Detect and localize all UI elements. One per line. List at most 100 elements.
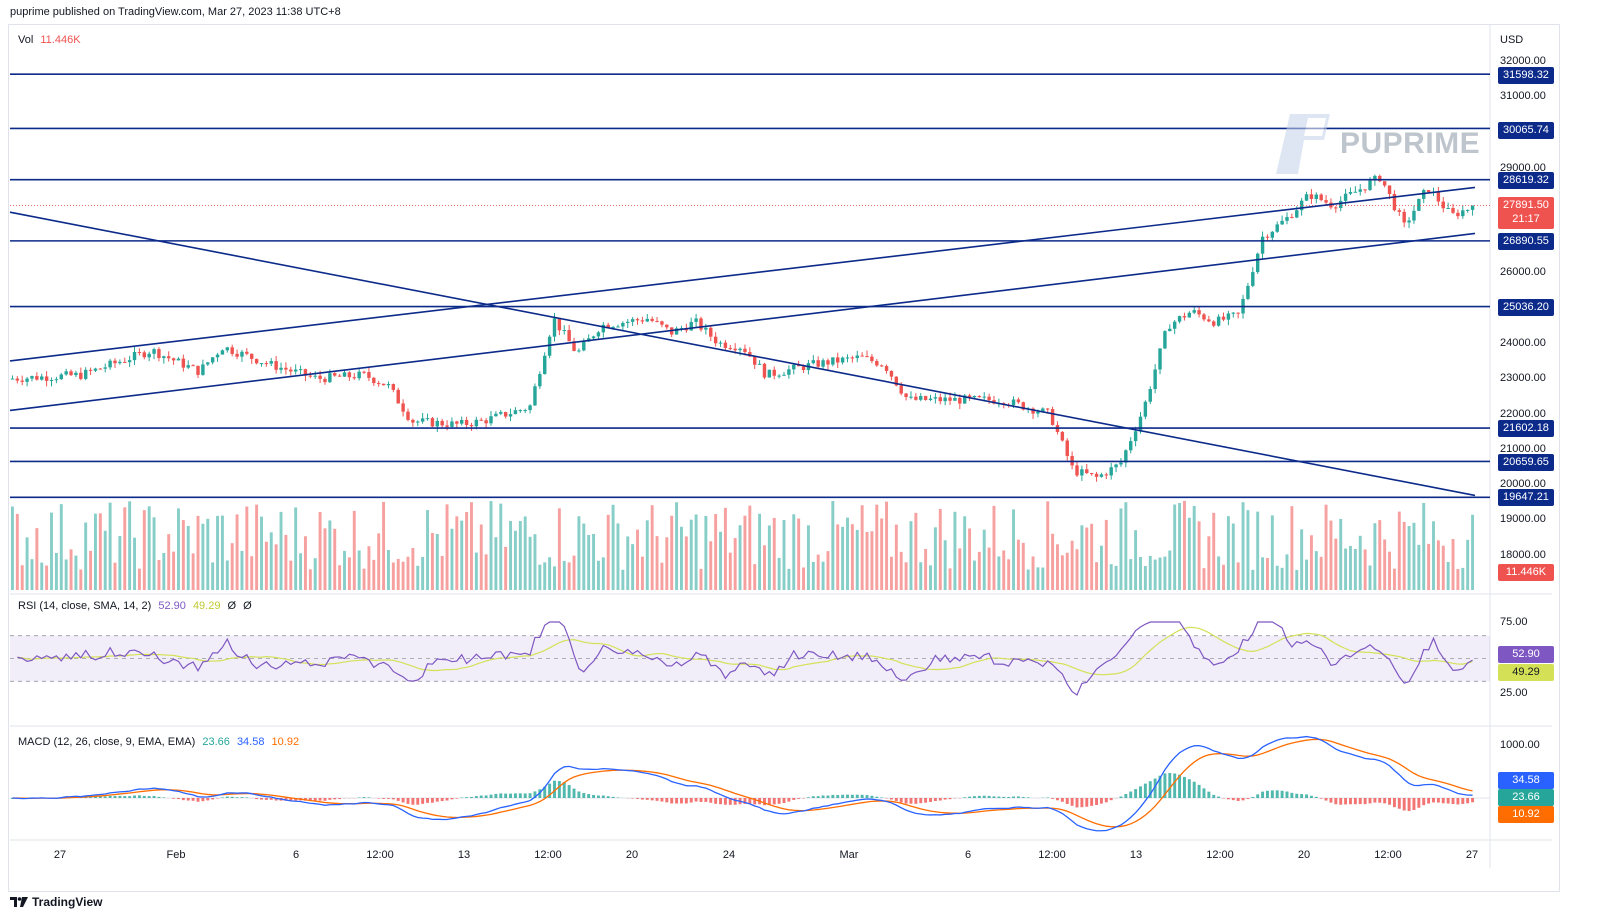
- volume-bar: [880, 518, 884, 590]
- candle-body: [601, 324, 606, 333]
- macd-histogram-bar: [709, 798, 713, 803]
- candle-body: [723, 342, 728, 348]
- candle-body: [459, 419, 464, 424]
- candle-body: [845, 357, 850, 359]
- macd-histogram-bar: [636, 798, 639, 799]
- macd-histogram-bar: [1329, 798, 1333, 803]
- volume-bar: [582, 523, 586, 590]
- volume-bar: [1441, 545, 1445, 590]
- macd-histogram-bar: [1461, 798, 1465, 804]
- candle-body: [552, 318, 557, 337]
- candle-body: [879, 365, 884, 367]
- volume-bar: [938, 508, 942, 590]
- price-tick: 26000.00: [1500, 266, 1546, 278]
- volume-bar: [484, 554, 488, 590]
- candle-body: [445, 425, 449, 427]
- rsi-extra-1: Ø: [227, 600, 237, 612]
- macd-histogram-bar: [1095, 798, 1099, 806]
- candle-body: [748, 352, 752, 357]
- candle-body: [704, 327, 708, 330]
- macd-histogram-bar: [982, 795, 986, 798]
- vol-label: Vol: [18, 34, 34, 46]
- vol-value: 11.446K: [40, 34, 81, 46]
- price-tick: 31000.00: [1500, 90, 1546, 102]
- volume-bar: [1031, 556, 1035, 590]
- candle-body: [88, 369, 93, 371]
- candle-body: [74, 372, 78, 376]
- candle-body: [1373, 175, 1377, 181]
- volume-bar: [59, 504, 63, 590]
- candle-body: [381, 383, 386, 386]
- candle-body: [640, 320, 645, 322]
- macd-histogram-bar: [1295, 793, 1299, 798]
- macd-histogram-bar: [1441, 798, 1445, 804]
- candle-body: [1456, 212, 1460, 217]
- volume-bar: [245, 506, 249, 590]
- macd-histogram-bar: [177, 798, 180, 800]
- volume-bar: [177, 508, 180, 590]
- candle-body: [103, 367, 107, 369]
- currency-label: USD: [1500, 34, 1524, 46]
- macd-histogram-bar: [601, 795, 605, 798]
- volume-bar: [518, 521, 522, 590]
- candle-body: [44, 376, 49, 381]
- volume-bar: [987, 547, 991, 590]
- volume-bar: [948, 568, 952, 590]
- volume-bar: [10, 506, 14, 590]
- macd-histogram-bar: [1060, 798, 1064, 802]
- volume-bar: [1163, 556, 1167, 590]
- macd-histogram-bar: [684, 798, 688, 804]
- macd-histogram-bar: [948, 798, 952, 800]
- candle-body: [1392, 194, 1397, 211]
- volume-bar: [421, 556, 425, 590]
- volume-bar: [1392, 568, 1396, 590]
- macd-histogram-bar: [1432, 798, 1435, 803]
- candle-body: [660, 321, 664, 325]
- candle-body: [655, 320, 659, 322]
- macd-histogram-bar: [318, 798, 322, 801]
- volume-bar: [753, 564, 757, 590]
- volume-bar: [1363, 549, 1367, 590]
- volume-bar: [675, 502, 679, 590]
- volume-bar: [162, 552, 166, 590]
- macd-histogram-bar: [255, 798, 259, 800]
- candle-body: [953, 397, 957, 401]
- macd-histogram-bar: [494, 793, 498, 798]
- candle-body: [1353, 191, 1358, 193]
- volume-bar: [513, 530, 517, 590]
- macd-histogram-bar: [523, 793, 527, 798]
- macd-histogram-bar: [1212, 794, 1216, 798]
- macd-histogram-bar: [596, 795, 600, 798]
- macd-histogram-bar: [1368, 798, 1372, 804]
- volume-bar: [919, 562, 923, 590]
- volume-bar: [655, 536, 659, 590]
- macd-histogram-bar: [733, 798, 737, 805]
- macd-histogram-bar: [1378, 798, 1382, 803]
- macd-histogram-bar: [826, 795, 830, 798]
- candle-body: [801, 366, 806, 371]
- macd-histogram-bar: [367, 797, 371, 798]
- candle-body: [430, 418, 435, 427]
- volume-bar: [1056, 544, 1059, 590]
- candle-body: [235, 353, 239, 357]
- volume-bar: [1002, 550, 1006, 590]
- macd-histogram-bar: [1129, 791, 1133, 798]
- volume-bar: [1099, 545, 1103, 590]
- candle-body: [962, 395, 967, 404]
- macd-histogram-bar: [929, 798, 932, 802]
- volume-bar: [528, 536, 532, 590]
- volume-bar: [826, 551, 830, 590]
- candle-body: [1158, 348, 1162, 370]
- candle-body: [1094, 473, 1099, 477]
- candle-body: [928, 398, 933, 400]
- trendline-descending: [9, 211, 1476, 497]
- volume-bar: [899, 551, 903, 590]
- volume-bar: [1368, 565, 1372, 590]
- volume-bar: [347, 557, 351, 590]
- volume-bar: [1353, 548, 1357, 590]
- candle-body: [557, 318, 562, 331]
- candle-body: [1163, 331, 1167, 349]
- macd-histogram-bar: [1363, 798, 1367, 805]
- volume-bar: [406, 556, 410, 590]
